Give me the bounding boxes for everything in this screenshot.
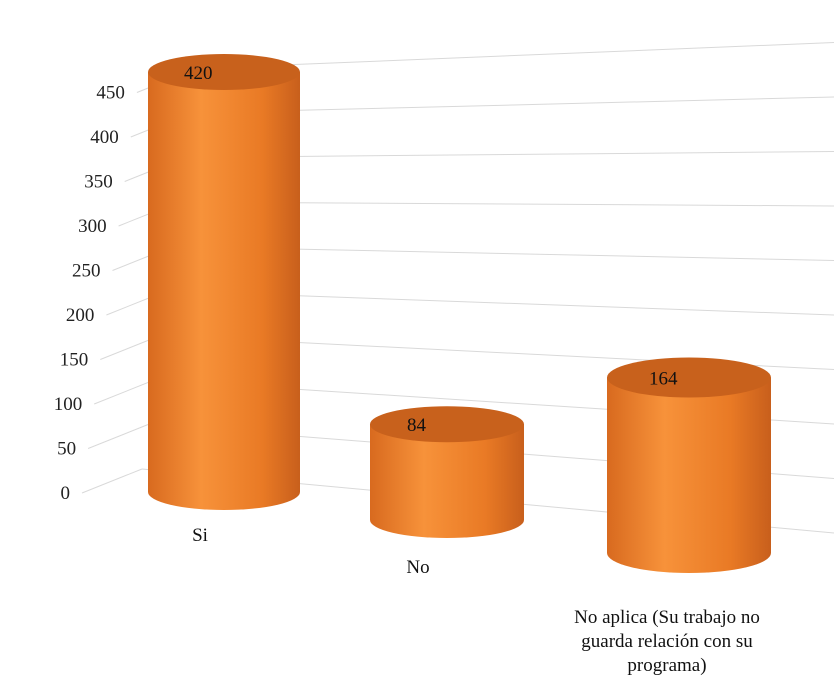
y-tick-label: 350 — [84, 172, 113, 193]
y-tick-label: 50 — [57, 439, 76, 460]
bar-top — [607, 358, 771, 398]
gridline-side — [94, 380, 154, 404]
data-label: 420 — [184, 63, 213, 84]
bar-top — [148, 54, 300, 90]
data-label: 84 — [407, 415, 427, 436]
bar-0 — [148, 54, 300, 510]
y-axis-ticks: 0 50 100 150 200 250 300 350 400 450 — [54, 83, 125, 505]
data-label: 164 — [649, 369, 678, 390]
bars — [148, 54, 771, 573]
gridline-side — [88, 425, 148, 449]
y-tick-label: 300 — [78, 216, 107, 237]
gridline-side — [82, 469, 142, 493]
bar-1 — [370, 406, 524, 538]
y-tick-label: 150 — [60, 350, 89, 371]
bar-top — [370, 406, 524, 442]
bar-2 — [607, 358, 771, 573]
y-tick-label: 250 — [72, 261, 101, 282]
bar-body — [148, 72, 300, 510]
y-tick-label: 0 — [61, 483, 71, 504]
category-label-si: Si — [160, 524, 240, 548]
y-tick-label: 400 — [90, 127, 119, 148]
category-label-no: No — [378, 556, 458, 580]
category-label-no-aplica: No aplica (Su trabajo no guarda relación… — [558, 606, 776, 678]
y-tick-label: 450 — [96, 83, 125, 104]
bar-body — [607, 378, 771, 573]
y-tick-label: 100 — [54, 394, 83, 415]
y-tick-label: 200 — [66, 305, 95, 326]
